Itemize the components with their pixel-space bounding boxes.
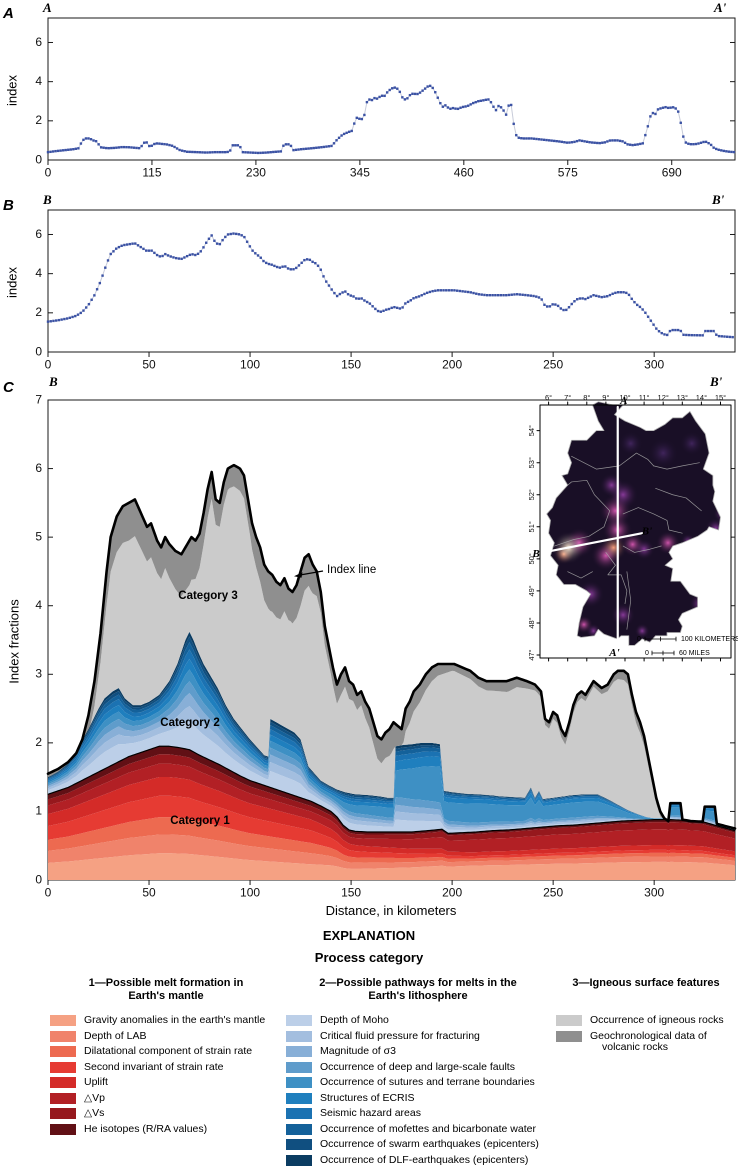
legend-item: Occurrence of deep and large-scale fault… [286,1060,550,1074]
legend-item: Dilatational component of strain rate [50,1045,282,1058]
legend-swatch [556,1030,582,1042]
legend-item-label: △Vs [84,1107,105,1119]
index-line-annotation: Index line [327,564,377,576]
legend-column-surface-features: 3—Igneous surface features Occurrence of … [556,977,736,1058]
legend-item: Critical fluid pressure for fracturing [286,1029,550,1043]
legend-item: Magnitude of σ3 [286,1045,550,1058]
legend-swatch [286,1046,312,1057]
legend-item-label: Uplift [84,1076,108,1088]
panel-b-letter: B [3,197,14,214]
legend-item-label: △Vp [84,1091,105,1104]
legend-item-label: Occurrence of DLF-earthquakes (epicenter… [320,1153,529,1166]
panel-c-x-axis-title: Distance, in kilometers [325,903,457,918]
legend-swatch [50,1108,76,1119]
legend-item: Gravity anomalies in the earth's mantle [50,1014,282,1027]
panel-b-y-axis-title: index [4,266,20,299]
legend-column-header: 2—Possible pathways for melts in the Eart… [319,977,517,1002]
legend-item: Occurrence of swarm earthquakes (epicent… [286,1138,550,1151]
legend-item: Second invariant of strain rate [50,1060,282,1074]
legend-item: Occurrence of DLF-earthquakes (epicenter… [286,1153,550,1167]
legend-swatch [286,1077,312,1088]
panel-c-letter: C [3,379,14,396]
legend-column-melt-formation: 1—Possible melt formation in Earth's mant… [50,977,282,1139]
legend-swatch [50,1077,76,1088]
panel-c-y-axis-title: Index fractions [6,599,22,684]
legend-item-label: Critical fluid pressure for fracturing [320,1029,480,1042]
legend-item: △Vp [50,1091,282,1105]
legend-swatch [50,1092,76,1104]
legend-swatch [286,1015,312,1026]
legend-swatch [286,1139,312,1150]
legend-item-label: Occurrence of swarm earthquakes (epicent… [320,1138,539,1150]
panel-a-letter: A [3,5,14,22]
legend-column-melt-pathways: 2—Possible pathways for melts in the Eart… [286,977,550,1167]
profile-b-start-label: B [43,192,52,207]
legend-item: Structures of ECRIS [286,1091,550,1105]
legend-swatch [50,1030,76,1042]
legend-swatch [286,1092,312,1104]
legend-column-header: 1—Possible melt formation in Earth's mant… [88,977,244,1002]
legend-swatch [50,1061,76,1073]
profile-b-end-label: B' [712,192,725,207]
legend-item-label: Dilatational component of strain rate [84,1045,253,1057]
legend-item-label: He isotopes (R/RA values) [84,1122,208,1135]
legend-item-label: Occurrence of igneous rocks [590,1014,724,1026]
legend-item: Occurrence of sutures and terrane bounda… [286,1076,550,1089]
legend-item: Geochronological data of volcanic rocks [556,1029,736,1054]
legend-item: Depth of LAB [50,1029,282,1043]
legend-item-label: Gravity anomalies in the earth's mantle [84,1014,266,1026]
legend-item-label: Occurrence of sutures and terrane bounda… [320,1076,535,1088]
profile-c-start-label: B [49,374,58,389]
legend-swatch [286,1154,312,1166]
legend-swatch [286,1123,312,1135]
profile-c-end-label: B' [710,374,723,389]
index-line-arrow-icon [294,570,324,578]
legend-item-label: Occurrence of mofettes and bicarbonate w… [320,1122,536,1135]
category-3-label: Category 3 [178,590,238,602]
explanation-title: EXPLANATION [322,928,416,943]
profile-a-end-label: A' [714,0,727,15]
legend-item: Occurrence of igneous rocks [556,1014,736,1027]
legend-item: Uplift [50,1076,282,1089]
legend-item-label: Seismic hazard areas [320,1107,421,1119]
legend-item-label: Magnitude of σ3 [320,1045,396,1057]
legend-item: He isotopes (R/RA values) [50,1122,282,1136]
category-1-label: Category 1 [170,815,230,827]
legend-item-label: Geochronological data of volcanic rocks [590,1029,707,1053]
legend-column-header: 3—Igneous surface features [572,977,720,989]
legend-item-list: Occurrence of igneous rocks Geochronologi… [556,1014,736,1054]
legend-swatch [286,1108,312,1119]
category-2-label: Category 2 [160,717,220,729]
legend-swatch [286,1030,312,1042]
explanation-subtitle: Process category [314,950,424,965]
legend-item: Occurrence of mofettes and bicarbonate w… [286,1122,550,1136]
legend-item-label: Structures of ECRIS [320,1091,415,1104]
legend-item-label: Depth of Moho [320,1014,389,1026]
legend-item-list: Depth of Moho Critical fluid pressure for… [286,1014,550,1167]
legend-item-label: Depth of LAB [84,1029,147,1042]
legend-item-label: Second invariant of strain rate [84,1060,224,1073]
legend-item: △Vs [50,1107,282,1120]
legend-item-list: Gravity anomalies in the earth's mantle D… [50,1014,282,1136]
legend-swatch [556,1015,582,1026]
legend-swatch [50,1015,76,1026]
legend-item-label: Occurrence of deep and large-scale fault… [320,1060,515,1073]
legend-item: Depth of Moho [286,1014,550,1027]
legend-swatch [50,1046,76,1057]
legend-swatch [50,1123,76,1135]
legend-swatch [286,1061,312,1073]
panel-a-y-axis-title: index [4,74,20,107]
profile-a-start-label: A [43,0,52,15]
legend-item: Seismic hazard areas [286,1107,550,1120]
